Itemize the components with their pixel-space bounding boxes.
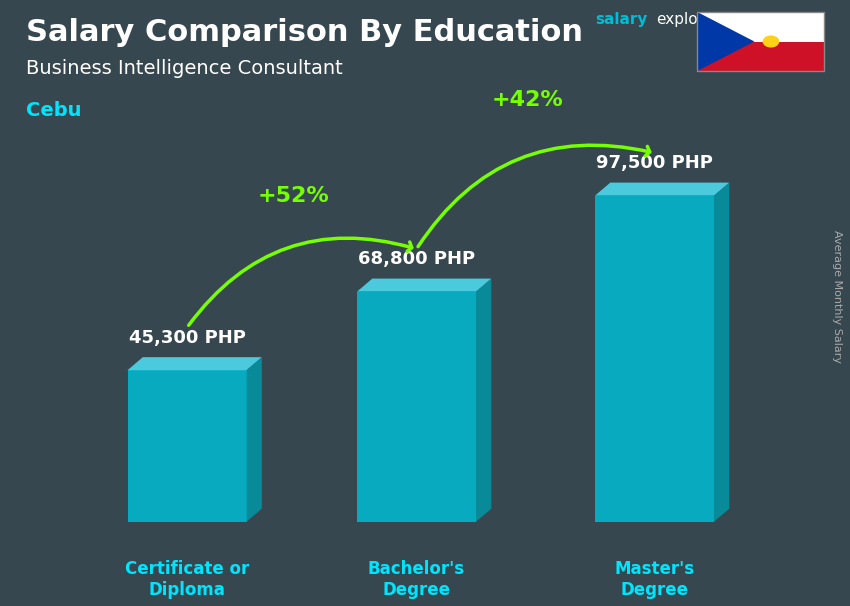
Text: Average Monthly Salary: Average Monthly Salary: [832, 230, 842, 363]
Text: +42%: +42%: [491, 90, 563, 110]
Polygon shape: [476, 279, 491, 522]
Polygon shape: [246, 357, 262, 522]
Text: Salary Comparison By Education: Salary Comparison By Education: [26, 18, 582, 47]
Polygon shape: [128, 357, 262, 370]
Text: explorer.com: explorer.com: [656, 12, 756, 27]
Text: Bachelor's
Degree: Bachelor's Degree: [368, 561, 465, 599]
Polygon shape: [697, 12, 755, 71]
Text: 97,500 PHP: 97,500 PHP: [596, 154, 713, 172]
Polygon shape: [357, 291, 476, 522]
Text: Certificate or
Diploma: Certificate or Diploma: [125, 561, 249, 599]
Text: 68,800 PHP: 68,800 PHP: [358, 250, 475, 268]
Text: 45,300 PHP: 45,300 PHP: [128, 328, 246, 347]
Polygon shape: [595, 182, 729, 196]
Text: Business Intelligence Consultant: Business Intelligence Consultant: [26, 59, 343, 78]
Polygon shape: [697, 41, 824, 71]
Circle shape: [763, 36, 779, 47]
Text: salary: salary: [595, 12, 648, 27]
Text: Cebu: Cebu: [26, 101, 81, 120]
Text: +52%: +52%: [258, 185, 329, 205]
Polygon shape: [128, 370, 246, 522]
Text: Master's
Degree: Master's Degree: [615, 561, 694, 599]
Polygon shape: [595, 196, 714, 522]
Polygon shape: [714, 182, 729, 522]
Polygon shape: [357, 279, 491, 291]
Polygon shape: [697, 12, 824, 41]
